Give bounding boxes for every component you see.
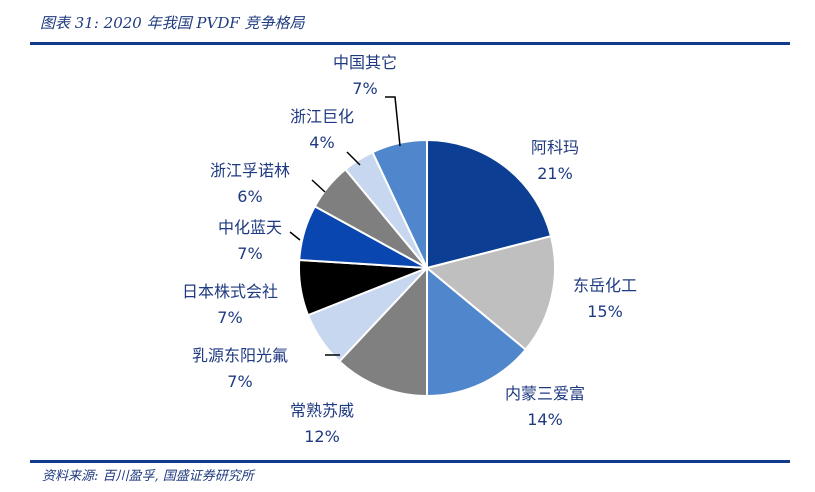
slice-value-label: 6% — [237, 187, 262, 206]
slice-name-label: 阿科玛 — [531, 138, 579, 157]
slice-value-label: 7% — [217, 308, 242, 327]
slice-name-label: 乳源东阳光氟 — [192, 346, 288, 365]
leader-line — [289, 231, 301, 241]
slice-name-label: 中化蓝天 — [218, 218, 282, 237]
pie-slice-2 — [424, 234, 556, 351]
slice-name-label: 浙江孚诺林 — [210, 161, 290, 180]
slice-value-label: 12% — [304, 427, 340, 446]
title-rule — [30, 42, 790, 45]
figure-title: 图表 31: 2020 年我国 PVDF 竞争格局 — [40, 14, 305, 32]
slice-value-label: 7% — [237, 244, 262, 263]
slice-value-label: 7% — [352, 79, 377, 98]
slice-name-label: 常熟苏威 — [290, 401, 354, 420]
slice-name-label: 东岳化工 — [573, 276, 637, 295]
slice-name-label: 浙江巨化 — [290, 107, 354, 126]
slice-value-label: 21% — [537, 164, 573, 183]
slice-name-label: 日本株式会社 — [182, 282, 278, 301]
slice-value-label: 15% — [587, 302, 623, 321]
slice-value-label: 14% — [527, 410, 563, 429]
footer-rule — [30, 460, 790, 463]
pie-slice-4 — [337, 265, 428, 398]
source-note: 资料来源: 百川盈孚, 国盛证券研究所 — [42, 469, 254, 484]
pie-slice-1 — [426, 138, 553, 270]
pie-slice-3 — [426, 265, 528, 398]
slice-name-label: 中国其它 — [333, 53, 397, 72]
slice-value-label: 7% — [227, 372, 252, 391]
slice-value-label: 4% — [309, 133, 334, 152]
leader-line — [346, 151, 361, 166]
leader-line — [385, 96, 401, 147]
slice-name-label: 内蒙三爱富 — [505, 384, 585, 403]
leader-line — [311, 179, 326, 193]
